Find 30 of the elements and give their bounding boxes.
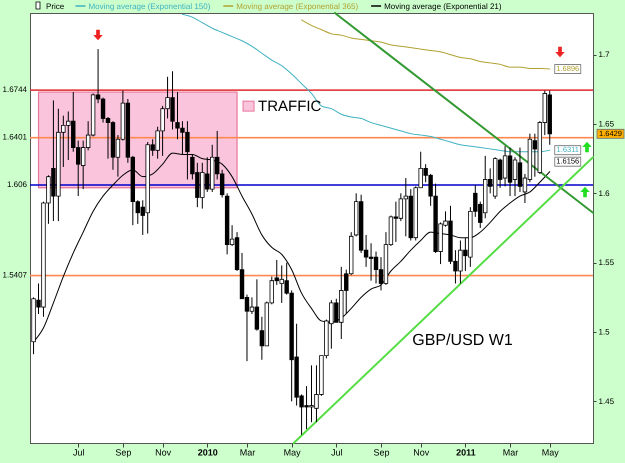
x-tick-label: Sep	[115, 448, 132, 458]
y-tick-label: 1.55	[598, 258, 615, 268]
ref-line-label: 1.606	[6, 180, 28, 189]
ref-line-label: 1.5407	[2, 270, 28, 280]
x-tick-label: Jul	[331, 448, 343, 458]
y-tick-label: 1.7	[598, 50, 610, 60]
ref-line-label: 1.6401	[2, 132, 28, 142]
y-tick-label: 1.5	[598, 328, 610, 337]
legend-label: TRAFFIC	[258, 98, 322, 116]
legend-label: Moving average (Exponential 150)	[88, 2, 211, 11]
y-tick-label: 1.6	[598, 188, 610, 198]
line-series	[301, 19, 550, 70]
y-tick-label: 1.45	[598, 396, 615, 406]
x-tick-label: 2011	[456, 448, 476, 458]
x-tick-label: Mar	[502, 448, 518, 458]
legend-label: Price	[46, 2, 65, 11]
x-tick-label: Jul	[72, 448, 84, 458]
line-series	[182, 14, 550, 152]
annotation: GBP/USD W1	[412, 332, 513, 349]
x-tick-label: Nov	[155, 448, 172, 458]
y-tick-label: 1.65	[598, 119, 615, 128]
x-tick-label: May	[542, 448, 560, 458]
x-tick-label: Nov	[413, 448, 430, 458]
legend-label: Moving average (Exponential 21)	[384, 2, 502, 11]
legend-label: Moving average (Exponential 365)	[236, 2, 358, 11]
x-tick-label: 2010	[198, 448, 218, 458]
x-tick-label: May	[284, 448, 302, 458]
x-tick-label: Sep	[373, 448, 390, 458]
x-tick-label: Mar	[240, 448, 256, 458]
ref-line-label: 1.6744	[2, 85, 28, 94]
